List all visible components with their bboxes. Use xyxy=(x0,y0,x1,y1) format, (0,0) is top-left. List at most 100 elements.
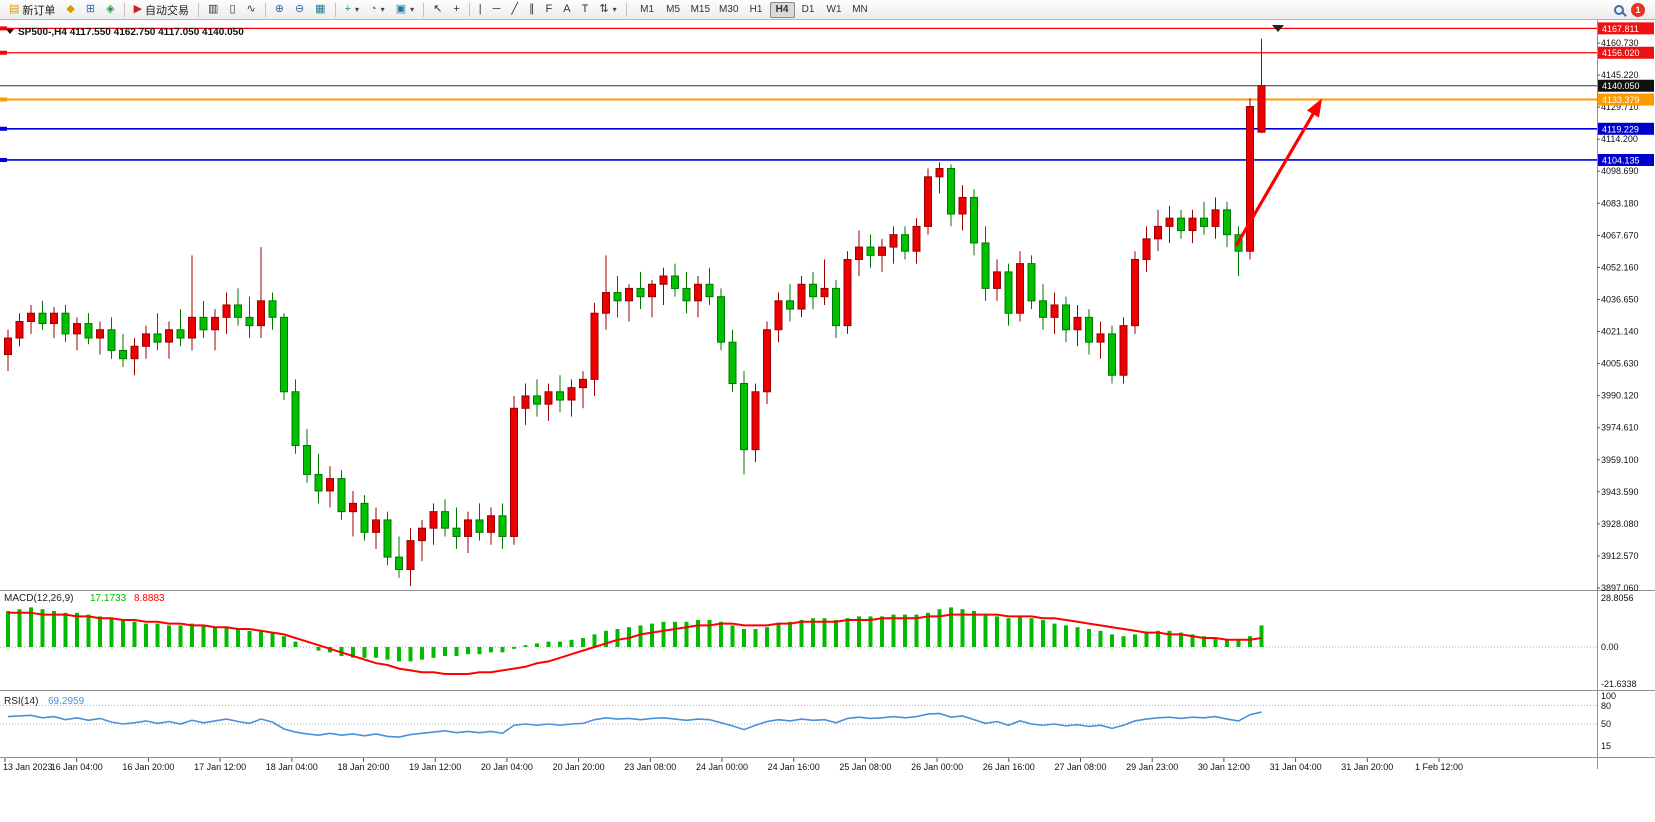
label-tool-button[interactable]: T xyxy=(577,1,594,19)
auto-trading-button[interactable]: ▶ 自动交易 xyxy=(129,1,194,19)
channel-tool-button[interactable]: ∥ xyxy=(524,1,540,19)
text-tool-icon: A xyxy=(563,3,571,15)
candlestick-button[interactable]: ▯ xyxy=(224,1,240,19)
market-watch-button[interactable]: ◆ xyxy=(61,1,79,19)
candle-body xyxy=(533,395,541,405)
candle-body xyxy=(1062,304,1070,331)
new-order-button[interactable]: ▤ 新订单 xyxy=(4,1,60,19)
zoom-out-icon: ⊖ xyxy=(294,3,305,15)
toolbar-separator xyxy=(468,2,470,17)
candle-body xyxy=(1096,333,1105,343)
candle-body xyxy=(268,300,277,318)
macd-label: MACD(12,26,9) xyxy=(4,593,73,604)
time-axis-label: 16 Jan 04:00 xyxy=(51,762,103,772)
vertical-line-tool-button[interactable]: | xyxy=(474,1,487,19)
candle-body xyxy=(498,515,507,537)
timeframe-m5-button[interactable]: M5 xyxy=(661,2,686,18)
candle-body xyxy=(763,329,771,393)
periods-button[interactable]: ◔ ▾ xyxy=(365,1,390,19)
price-axis-label: 4083.180 xyxy=(1601,198,1639,208)
candle-body xyxy=(774,300,783,331)
horizontal-line-tool-button[interactable]: ─ xyxy=(488,1,506,19)
candle-body xyxy=(1119,325,1128,376)
line-chart-button[interactable]: ∿ xyxy=(242,1,261,19)
price-axis-label: 3912.570 xyxy=(1601,551,1639,561)
candle-body xyxy=(487,515,495,533)
chart-canvas[interactable]: 4160.730 4145.220 4129.710 4114.200 4098.690… xyxy=(0,20,1655,822)
candle-body xyxy=(303,445,311,475)
price-line-label-box xyxy=(1598,22,1654,35)
price-axis-label: 4129.710 xyxy=(1601,102,1639,112)
timeframe-group: M1 M5 M15 M30 H1 H4 D1 W1 MN xyxy=(635,1,873,18)
timeframe-h1-button[interactable]: H1 xyxy=(744,2,769,18)
main-toolbar: ▤ 新订单 ◆ ⊞ ◈ ▶ 自动交易 ▥ ▯ ∿ ⊕ ⊖ ▦ + ▾ ◔ ▾ ▣ xyxy=(0,0,1655,20)
templates-button[interactable]: ▣ ▾ xyxy=(391,1,419,19)
navigator-button[interactable]: ◈ xyxy=(101,1,119,19)
bar-chart-button[interactable]: ▥ xyxy=(203,1,223,19)
trendline-tool-button[interactable]: ╱ xyxy=(506,1,523,19)
candle-body xyxy=(1004,271,1013,314)
crosshair-button[interactable]: + xyxy=(448,1,464,19)
price-line-label-box xyxy=(1598,122,1654,135)
candle-body xyxy=(682,287,691,302)
candle-body xyxy=(314,473,323,492)
timeframe-mn-button[interactable]: MN xyxy=(848,2,873,18)
level-left-marker xyxy=(0,50,7,55)
candle-body xyxy=(429,511,438,529)
price-axis-label: 4114.200 xyxy=(1601,134,1638,144)
candle-body xyxy=(234,304,242,318)
toolbar-separator xyxy=(423,2,425,17)
market-watch-icon: ◆ xyxy=(66,3,75,15)
timeframe-m1-button[interactable]: M1 xyxy=(635,2,660,18)
price-axis-label: 3974.610 xyxy=(1601,423,1639,433)
macd-axis-label: 0.00 xyxy=(1601,642,1619,652)
indicators-button[interactable]: + ▾ xyxy=(340,1,364,19)
candle-body xyxy=(912,225,921,252)
candle-body xyxy=(797,283,806,310)
candle-body xyxy=(96,329,104,339)
zoom-in-button[interactable]: ⊕ xyxy=(270,1,289,19)
time-axis-label: 31 Jan 20:00 xyxy=(1341,762,1393,772)
candle-body xyxy=(199,316,208,331)
timeframe-h4-button[interactable]: H4 xyxy=(769,1,795,18)
candle-body xyxy=(947,168,955,215)
dropdown-icon: ▾ xyxy=(355,5,360,14)
time-axis-label: 30 Jan 12:00 xyxy=(1198,762,1250,772)
candle-body xyxy=(878,246,886,256)
candle-body xyxy=(843,258,852,327)
trend-arrow[interactable] xyxy=(1234,98,1323,247)
candle-body xyxy=(1016,263,1024,314)
timeframe-w1-button[interactable]: W1 xyxy=(822,2,847,18)
fibonacci-tool-button[interactable]: F xyxy=(541,1,558,19)
candle-body xyxy=(257,300,265,327)
search-icon[interactable] xyxy=(1614,4,1624,15)
dropdown-icon: ▾ xyxy=(612,5,617,14)
candle-body xyxy=(648,283,656,298)
time-axis-label: 20 Jan 04:00 xyxy=(481,762,533,772)
data-window-button[interactable]: ⊞ xyxy=(81,1,100,19)
candle-body xyxy=(567,387,576,401)
timeframe-m15-button[interactable]: M15 xyxy=(687,2,714,18)
candle-body xyxy=(717,296,725,343)
time-axis-label: 17 Jan 12:00 xyxy=(194,762,246,772)
candle-body xyxy=(935,168,944,178)
candle-body xyxy=(579,378,587,389)
cursor-button[interactable]: ↖ xyxy=(428,1,447,19)
price-line-label: 4140.050 xyxy=(1602,81,1640,91)
dropdown-icon: ▾ xyxy=(380,5,385,14)
candle-body xyxy=(544,391,553,405)
timeframe-m30-button[interactable]: M30 xyxy=(715,2,742,18)
text-tool-button[interactable]: A xyxy=(558,1,575,19)
candle-body xyxy=(901,234,909,252)
new-order-label: 新订单 xyxy=(22,4,56,17)
candle-body xyxy=(1211,209,1220,227)
level-left-marker xyxy=(0,26,7,31)
notification-badge[interactable]: 1 xyxy=(1631,2,1645,17)
zoom-out-button[interactable]: ⊖ xyxy=(290,1,309,19)
candle-body xyxy=(188,316,196,339)
price-line-label: 4133.379 xyxy=(1602,95,1640,105)
arrows-tool-button[interactable]: ⇅ ▾ xyxy=(594,1,621,19)
timeframe-d1-button[interactable]: D1 xyxy=(796,2,821,18)
tile-windows-button[interactable]: ▦ xyxy=(310,1,330,19)
time-axis-label: 13 Jan 2023 xyxy=(3,762,53,772)
